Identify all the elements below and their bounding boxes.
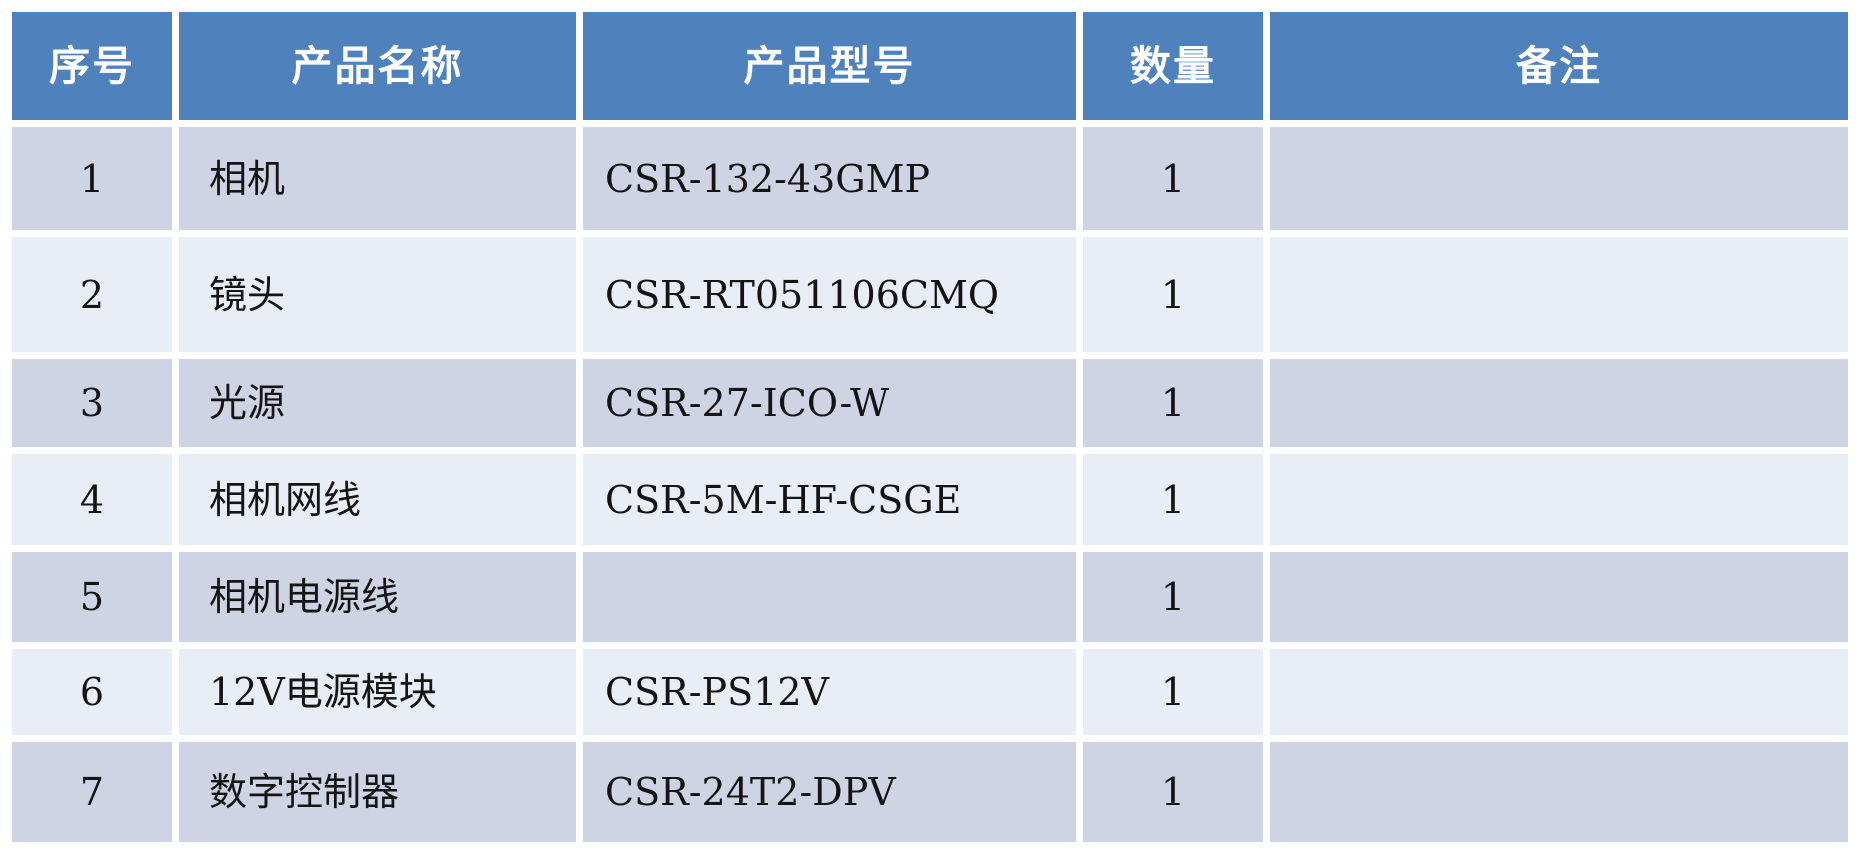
cell-r2-qty: 1 bbox=[1083, 237, 1263, 352]
cell-r5-remark bbox=[1270, 552, 1848, 642]
cell-r2-remark bbox=[1270, 237, 1848, 352]
product-table: 序号 产品名称 产品型号 数量 备注 1 相机 CSR-132-43GMP 1 … bbox=[12, 12, 1848, 842]
cell-r4-index: 4 bbox=[12, 454, 172, 545]
cell-r5-name: 相机电源线 bbox=[179, 552, 576, 642]
cell-r6-model: CSR-PS12V bbox=[583, 649, 1076, 735]
cell-r4-name: 相机网线 bbox=[179, 454, 576, 545]
cell-r3-model: CSR-27-ICO-W bbox=[583, 359, 1076, 447]
cell-r3-qty: 1 bbox=[1083, 359, 1263, 447]
cell-r3-remark bbox=[1270, 359, 1848, 447]
cell-r5-model bbox=[583, 552, 1076, 642]
cell-r2-index: 2 bbox=[12, 237, 172, 352]
header-cell-name: 产品名称 bbox=[179, 12, 576, 120]
cell-r3-index: 3 bbox=[12, 359, 172, 447]
cell-r6-name: 12V电源模块 bbox=[179, 649, 576, 735]
cell-r5-index: 5 bbox=[12, 552, 172, 642]
cell-r6-index: 6 bbox=[12, 649, 172, 735]
cell-r5-qty: 1 bbox=[1083, 552, 1263, 642]
header-cell-model: 产品型号 bbox=[583, 12, 1076, 120]
cell-r1-qty: 1 bbox=[1083, 127, 1263, 230]
cell-r4-remark bbox=[1270, 454, 1848, 545]
cell-r1-index: 1 bbox=[12, 127, 172, 230]
header-cell-remark: 备注 bbox=[1270, 12, 1848, 120]
header-cell-qty: 数量 bbox=[1083, 12, 1263, 120]
cell-r4-model: CSR-5M-HF-CSGE bbox=[583, 454, 1076, 545]
cell-r1-name: 相机 bbox=[179, 127, 576, 230]
cell-r6-qty: 1 bbox=[1083, 649, 1263, 735]
cell-r7-name: 数字控制器 bbox=[179, 742, 576, 842]
cell-r7-remark bbox=[1270, 742, 1848, 842]
cell-r1-model: CSR-132-43GMP bbox=[583, 127, 1076, 230]
cell-r7-model: CSR-24T2-DPV bbox=[583, 742, 1076, 842]
cell-r1-remark bbox=[1270, 127, 1848, 230]
cell-r3-name: 光源 bbox=[179, 359, 576, 447]
cell-r2-model: CSR-RT051106CMQ bbox=[583, 237, 1076, 352]
cell-r4-qty: 1 bbox=[1083, 454, 1263, 545]
cell-r7-qty: 1 bbox=[1083, 742, 1263, 842]
cell-r2-name: 镜头 bbox=[179, 237, 576, 352]
header-cell-index: 序号 bbox=[12, 12, 172, 120]
cell-r6-remark bbox=[1270, 649, 1848, 735]
cell-r7-index: 7 bbox=[12, 742, 172, 842]
